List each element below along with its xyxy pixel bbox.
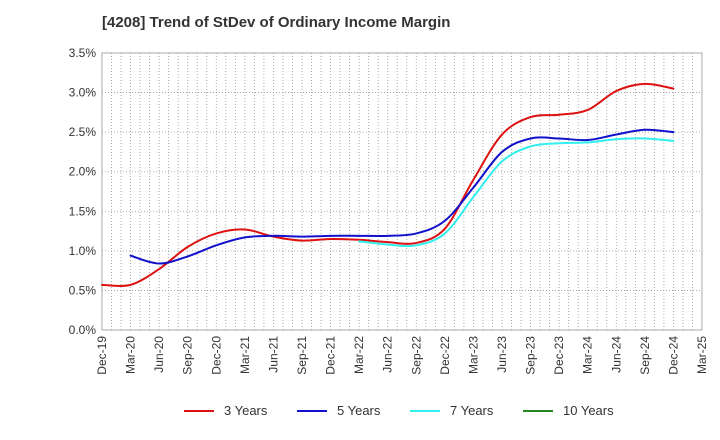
x-axis-ticks: Dec-19 Mar-20 Jun-20 Sep-20 Dec-20 Mar-21 Jun-… xyxy=(95,336,709,375)
x-tick-label: Sep-22 xyxy=(409,336,423,375)
x-tick-label: Mar-24 xyxy=(581,336,595,374)
x-tick-label: Sep-21 xyxy=(295,336,309,375)
y-tick-label: 3.0% xyxy=(69,86,97,100)
x-tick-label: Sep-20 xyxy=(181,336,195,375)
y-axis-ticks: 0.0% 0.5% 1.0% 1.5% 2.0% 2.5% 3.0% 3.5% xyxy=(69,46,97,337)
y-tick-label: 2.0% xyxy=(69,165,97,179)
legend-label: 7 Years xyxy=(450,403,494,418)
x-tick-label: Dec-21 xyxy=(324,336,338,375)
series-line-3-years xyxy=(101,82,675,288)
x-tick-label: Dec-23 xyxy=(552,336,566,375)
x-tick-label: Sep-23 xyxy=(524,336,538,375)
grid-lines xyxy=(102,53,702,330)
x-tick-label: Mar-23 xyxy=(466,336,480,374)
x-tick-label: Jun-20 xyxy=(152,336,166,373)
legend-label: 5 Years xyxy=(337,403,381,418)
x-tick-label: Mar-22 xyxy=(352,336,366,374)
y-tick-label: 3.5% xyxy=(69,46,97,60)
x-tick-label: Dec-22 xyxy=(438,336,452,375)
y-tick-label: 1.0% xyxy=(69,244,97,258)
series-line-5-years xyxy=(129,128,675,265)
x-tick-label: Sep-24 xyxy=(638,336,652,375)
legend: 3 Years 5 Years 7 Years 10 Years xyxy=(184,403,614,418)
x-tick-label: Jun-23 xyxy=(495,336,509,373)
x-tick-label: Mar-20 xyxy=(124,336,138,374)
legend-label: 3 Years xyxy=(224,403,268,418)
plot-area xyxy=(101,52,703,331)
x-tick-label: Mar-25 xyxy=(695,336,709,374)
x-tick-label: Mar-21 xyxy=(238,336,252,374)
y-tick-label: 2.5% xyxy=(69,125,97,139)
x-tick-label: Dec-24 xyxy=(666,336,680,375)
y-tick-label: 0.5% xyxy=(69,283,97,297)
x-tick-label: Jun-21 xyxy=(266,336,280,373)
x-tick-label: Jun-22 xyxy=(381,336,395,373)
x-tick-label: Dec-20 xyxy=(209,336,223,375)
legend-label: 10 Years xyxy=(563,403,614,418)
x-tick-label: Dec-19 xyxy=(95,336,109,375)
series-line-7-years xyxy=(358,137,675,248)
chart-title: [4208] Trend of StDev of Ordinary Income… xyxy=(102,14,450,31)
series-lines xyxy=(101,82,675,288)
x-tick-label: Jun-24 xyxy=(609,336,623,373)
y-tick-label: 1.5% xyxy=(69,204,97,218)
y-tick-label: 0.0% xyxy=(69,323,97,337)
